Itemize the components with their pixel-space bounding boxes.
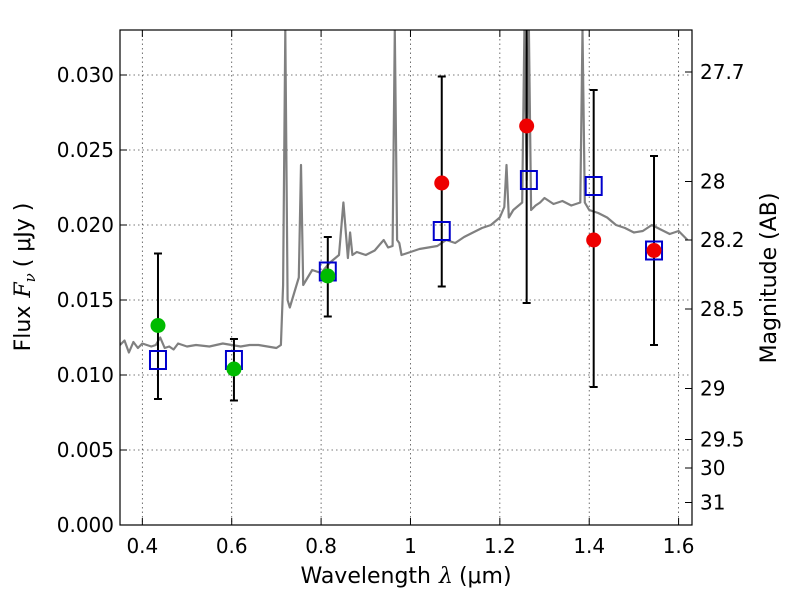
model-square-point [432,221,451,241]
y2-tick-label: 29.5 [700,428,745,452]
y2-tick-label: 31 [700,491,725,515]
x-tick-label: 1.4 [573,534,605,558]
x-tick-label: 0.8 [305,534,337,558]
model-square-point [584,176,603,196]
grid-lines [120,30,692,526]
observed-point [434,175,450,191]
x-tick-label: 0.4 [126,534,158,558]
y2-tick-label: 27.7 [700,60,745,84]
y-tick-label: 0.015 [57,288,114,312]
y2-tick-label: 28 [700,170,725,194]
y-axis-label: FluxFν( μJy ) [11,203,39,352]
plot-frame [119,29,693,526]
y-tick-label: 0.025 [57,138,114,162]
model-square-point [519,170,538,190]
y2-axis-label: Magnitude (AB) [757,193,782,364]
x-tick-label: 0.6 [216,534,248,558]
observed-point [586,232,602,248]
observed-point [226,361,242,377]
x-tick-label: 1 [404,534,417,558]
x-axis-label: Wavelength λ (μm) [300,564,511,589]
spectrum-line [120,30,689,354]
x-tick-label: 1.6 [663,534,695,558]
plot-background [120,30,692,525]
y-tick-label: 0.010 [57,363,114,387]
y-tick-label: 0.020 [57,213,114,237]
observed-point [150,318,166,333]
observed-point [320,268,336,284]
model-square-point [148,350,167,370]
y-tick-label: 0.000 [57,513,114,537]
x-tick-label: 1.2 [484,534,516,558]
y2-tick-label: 28.5 [700,297,745,321]
axis-ticks: 0.4 0.6 0.8 1 1.2 1.4 1.6 0.000 0.005 0.010 0.015 0… [57,30,745,558]
model-square-point [645,240,664,261]
y-tick-label: 0.005 [57,438,114,462]
y2-tick-label: 29 [700,377,725,401]
error-bars [148,30,664,402]
y-tick-label: 0.030 [57,63,114,87]
plot-area [120,30,689,354]
observed-point [646,243,662,258]
observed-point [519,118,535,134]
y2-tick-label: 30 [700,456,725,480]
y2-tick-label: 28.2 [700,228,745,252]
